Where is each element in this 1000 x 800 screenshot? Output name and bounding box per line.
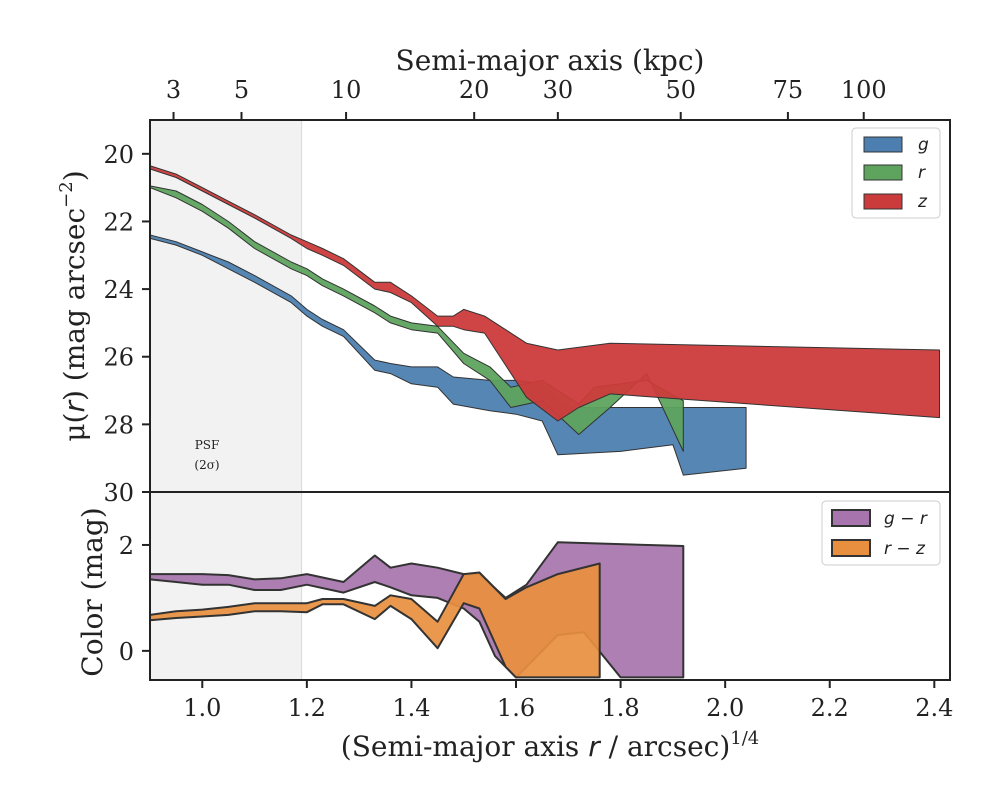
surface-brightness-bands — [150, 165, 940, 476]
legend-swatch-g — [863, 136, 903, 153]
legend-label-g-minus-r: g − r — [884, 509, 928, 529]
x-tick-label-2-0: 2.0 — [706, 694, 744, 722]
legend-swatch-r-minus-z — [831, 539, 871, 557]
x-tick-label-1-6: 1.6 — [497, 694, 535, 722]
kpc-tick-label-20: 20 — [459, 76, 490, 104]
band-r — [150, 185, 684, 452]
kpc-tick-label-30: 30 — [543, 76, 574, 104]
legend-label-z: z — [917, 192, 928, 212]
color-tick-label-0: 0 — [119, 638, 134, 666]
band-z — [150, 165, 940, 422]
color-bands — [150, 541, 685, 679]
bottom-y-axis-label: Color (mag) — [76, 507, 109, 676]
kpc-tick-label-10: 10 — [331, 76, 362, 104]
x-tick-label-2-4: 2.4 — [915, 694, 953, 722]
mu-tick-label-22: 22 — [103, 208, 134, 236]
bottom-axes-frame — [149, 491, 951, 681]
legend-item-r-minus-z: r − z — [831, 539, 926, 559]
legend-item-g-minus-r: g − r — [831, 509, 928, 529]
legend-item-z: z — [863, 192, 928, 212]
top-legend: g r z — [851, 127, 941, 219]
legend-label-g: g — [918, 135, 929, 155]
mu-tick-label-26: 26 — [103, 344, 134, 372]
mu-tick-label-24: 24 — [103, 276, 134, 304]
legend-label-r: r — [918, 163, 926, 183]
x-tick-label-1-8: 1.8 — [602, 694, 640, 722]
psf-region-top — [150, 120, 302, 492]
psf-annotation-line-1: PSF — [195, 438, 220, 452]
band-r-z — [150, 562, 601, 679]
legend-swatch-g-minus-r — [831, 509, 871, 527]
mu-tick-label-30: 30 — [103, 479, 134, 507]
kpc-tick-label-75: 75 — [773, 76, 804, 104]
bottom-x-axis-label: (Semi-major axis r / arcsec)1/4 — [341, 728, 759, 763]
color-tick-label-2: 2 — [119, 532, 134, 560]
x-tick-label-2-2: 2.2 — [811, 694, 849, 722]
legend-label-r-minus-z: r − z — [884, 539, 926, 559]
top-x-axis-label: Semi-major axis (kpc) — [396, 44, 705, 77]
band-g-r — [150, 541, 685, 679]
x-tick-label-1-0: 1.0 — [183, 694, 221, 722]
kpc-tick-label-5: 5 — [234, 76, 249, 104]
mu-tick-label-28: 28 — [103, 411, 134, 439]
x-tick-label-1-4: 1.4 — [392, 694, 430, 722]
top-y-axis-label: μ(r) (mag arcsec−2) — [56, 170, 91, 441]
x-tick-label-1-2: 1.2 — [288, 694, 326, 722]
legend-swatch-r — [863, 164, 903, 181]
kpc-tick-label-100: 100 — [841, 76, 887, 104]
legend-item-r: r — [863, 163, 926, 183]
kpc-tick-label-3: 3 — [166, 76, 181, 104]
mu-tick-label-20: 20 — [103, 141, 134, 169]
axis-ticks: 1.0 1.2 1.4 1.6 1.8 2.0 2.2 2.43 5 10 20 30 50 75 1002… — [103, 76, 953, 722]
kpc-tick-label-50: 50 — [665, 76, 696, 104]
bottom-legend: g − r r − z — [821, 500, 941, 566]
legend-swatch-z — [863, 193, 903, 210]
legend-item-g: g — [863, 135, 929, 155]
psf-annotation-line-2: (2σ) — [194, 458, 219, 472]
